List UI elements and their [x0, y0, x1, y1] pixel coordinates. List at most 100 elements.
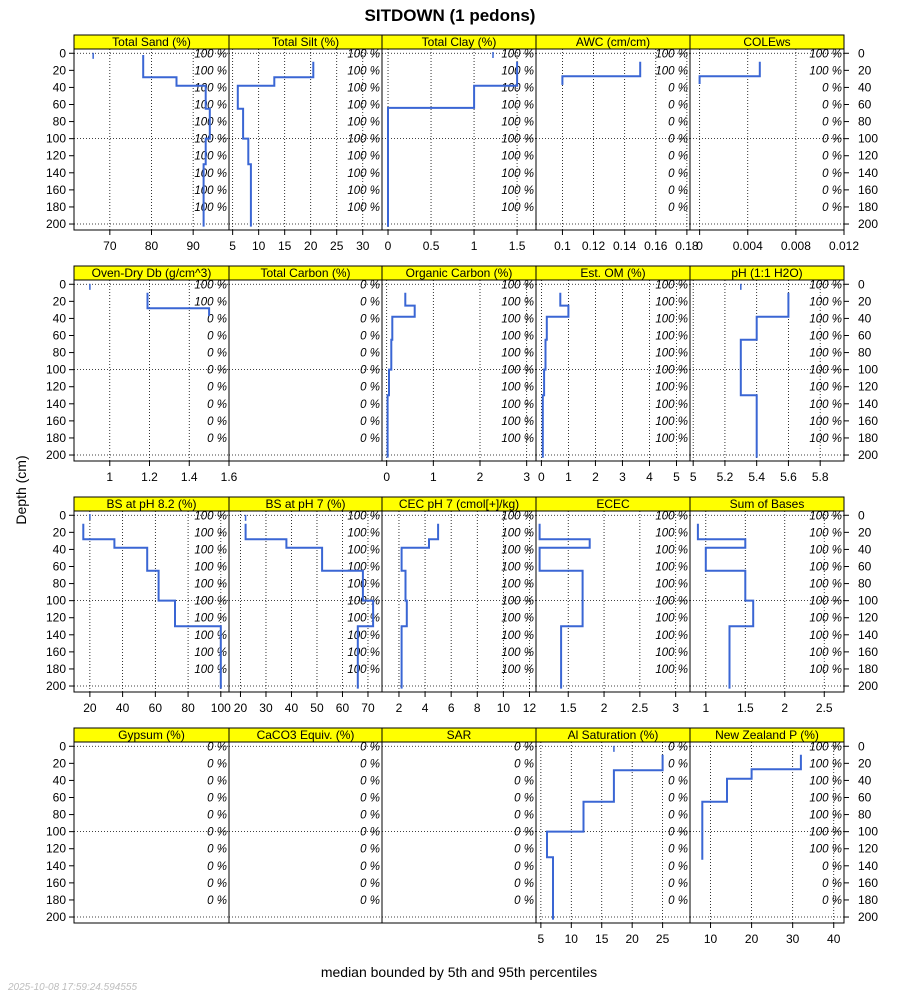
- percent-label: 0 %: [514, 810, 534, 822]
- x-tick-label: 1: [106, 470, 113, 484]
- depth-axis-row-2: 0 0 20 20 40 40 60 60 80 80 100 100 120 120 140 140 160 1…: [46, 277, 878, 462]
- percent-label: 100 %: [347, 168, 380, 180]
- panel-16: Gypsum (%) 0 % 0 % 0 % 0 % 0 % 0 % 0 % 0 % 0 % 0 %: [73, 727, 230, 924]
- y-tick-label-right: 20: [858, 756, 872, 770]
- percent-label: 0 %: [514, 741, 534, 753]
- x-tick-label: 5: [690, 470, 697, 484]
- x-tick-label: 3: [523, 470, 530, 484]
- percent-label: 100 %: [809, 416, 842, 428]
- percent-label: 0 %: [822, 185, 842, 197]
- y-tick-label-right: 80: [858, 808, 872, 822]
- percent-label: 100 %: [809, 279, 842, 291]
- panel-8: Organic Carbon (%)100 %100 %100 %100 %10…: [381, 265, 537, 484]
- median-line: [244, 523, 375, 689]
- percent-label: 100 %: [194, 185, 227, 197]
- percent-label: 100 %: [655, 296, 688, 308]
- percent-label: 0 %: [360, 330, 380, 342]
- grid: [74, 511, 229, 692]
- y-tick-label: 60: [53, 559, 67, 573]
- x-tick-label: 60: [336, 701, 350, 715]
- percent-label: 100 %: [501, 510, 534, 522]
- percent-label: 0 %: [514, 775, 534, 787]
- x-tick-label: 5.4: [748, 470, 765, 484]
- percent-label: 100 %: [655, 279, 688, 291]
- percent-label: 100 %: [809, 296, 842, 308]
- panel-13: CEC pH 7 (cmol[+]/kg)100 %100 %100 %100 …: [381, 496, 537, 715]
- percent-label: 100 %: [655, 664, 688, 676]
- percent-label: 0 %: [668, 810, 688, 822]
- percent-label: 100 %: [194, 664, 227, 676]
- strip-label: pH (1:1 H2O): [731, 266, 802, 280]
- x-axis-label: median bounded by 5th and 95th percentil…: [321, 964, 597, 980]
- percent-label: 100 %: [347, 202, 380, 214]
- percent-label: 0 %: [360, 792, 380, 804]
- y-tick-label: 180: [46, 662, 66, 676]
- y-axis-label: Depth (cm): [13, 455, 29, 524]
- x-tick-label: 0.1: [554, 239, 571, 253]
- percent-label: 0 %: [668, 895, 688, 907]
- x-tick-label: 4: [422, 701, 429, 715]
- percent-label: 100 %: [655, 561, 688, 573]
- percent-label: 100 %: [194, 202, 227, 214]
- x-tick-label: 30: [356, 239, 370, 253]
- grid: [74, 745, 229, 918]
- percent-label: 100 %: [809, 664, 842, 676]
- percent-label: 100 %: [809, 827, 842, 839]
- x-tick-label: 0.16: [644, 239, 668, 253]
- percent-label: 100 %: [501, 613, 534, 625]
- x-tick-label: 2: [592, 470, 599, 484]
- percent-label: 0 %: [668, 151, 688, 163]
- y-tick-label: 100: [46, 825, 66, 839]
- percent-label: 100 %: [194, 613, 227, 625]
- strip-label: Total Carbon (%): [260, 266, 350, 280]
- percent-label: 100 %: [194, 82, 227, 94]
- x-tick-label: 0.012: [829, 239, 859, 253]
- percent-label: 100 %: [655, 647, 688, 659]
- y-tick-label-right: 120: [858, 149, 878, 163]
- median-line: [146, 292, 211, 316]
- x-tick-label: 5: [229, 239, 236, 253]
- y-tick-label: 20: [53, 63, 67, 77]
- percent-label: 0 %: [360, 844, 380, 856]
- percent-label: 100 %: [655, 330, 688, 342]
- percent-label: 0 %: [207, 878, 227, 890]
- y-tick-label: 80: [53, 346, 67, 360]
- percent-label: 0 %: [207, 365, 227, 377]
- y-tick-label-right: 160: [858, 645, 878, 659]
- percent-label: 100 %: [347, 664, 380, 676]
- x-tick-label: 5.8: [812, 470, 829, 484]
- panel-19: Al Saturation (%) 0 % 0 % 0 % 0 % 0 % 0 % 0 % 0 …: [535, 727, 691, 946]
- percent-label: 0 %: [822, 895, 842, 907]
- y-tick-label: 80: [53, 115, 67, 129]
- percent-label: 100 %: [194, 48, 227, 60]
- chart-title: SITDOWN (1 pedons): [365, 6, 536, 25]
- panel-6: Oven-Dry Db (g/cm^3)100 %100 %0 %0 %0 %0…: [73, 265, 238, 484]
- y-tick-label-right: 200: [858, 679, 878, 693]
- y-tick-label-right: 180: [858, 431, 878, 445]
- strip-label: BS at pH 7 (%): [265, 497, 345, 511]
- panel-frame: [689, 279, 845, 462]
- percent-label: 0 %: [668, 792, 688, 804]
- percent-label: 0 %: [668, 878, 688, 890]
- y-tick-label: 60: [53, 97, 67, 111]
- median-line: [142, 55, 211, 227]
- x-tick-label: 20: [304, 239, 318, 253]
- percent-label: 100 %: [347, 117, 380, 129]
- x-tick-label: 4: [646, 470, 653, 484]
- y-tick-label-right: 180: [858, 662, 878, 676]
- percent-label: 0 %: [668, 117, 688, 129]
- percent-label: 100 %: [809, 758, 842, 770]
- x-tick-label: 2.5: [816, 701, 833, 715]
- percent-label: 100 %: [501, 527, 534, 539]
- percent-label: 0 %: [514, 792, 534, 804]
- y-tick-label-right: 20: [858, 63, 872, 77]
- percent-label: 100 %: [655, 48, 688, 60]
- y-tick-label: 40: [53, 311, 67, 325]
- panel-frame: [689, 510, 845, 693]
- median-line: [387, 61, 519, 227]
- percent-label: 100 %: [809, 48, 842, 60]
- y-tick-label-right: 160: [858, 183, 878, 197]
- percent-label: 0 %: [668, 844, 688, 856]
- panel-7: Total Carbon (%) 0 % 0 % 0 % 0 % 0 % 0 % 0 % 0 %…: [228, 265, 383, 462]
- x-tick-label: 1: [565, 470, 572, 484]
